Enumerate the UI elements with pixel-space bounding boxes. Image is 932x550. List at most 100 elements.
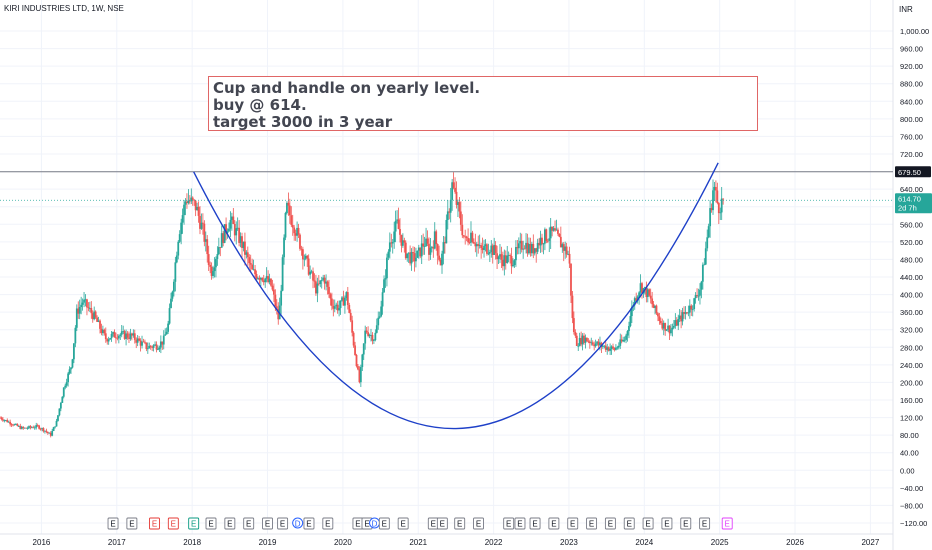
bar-countdown-text: 2d 7h [898,203,917,212]
candle-body [264,278,267,283]
candle-body [546,240,549,242]
earnings-marker[interactable] [243,517,255,530]
candle-body [297,227,300,235]
candle-body [262,280,265,283]
candle-body [207,254,210,266]
earnings-marker[interactable] [397,517,409,530]
candle-body [487,253,490,255]
candle-body [149,345,152,347]
earnings-marker[interactable] [623,517,635,530]
earnings-marker[interactable] [205,517,217,530]
earnings-marker[interactable] [303,517,315,530]
candle-body [419,247,422,257]
candle-body [251,264,254,270]
candle-body [558,233,561,237]
earnings-marker[interactable] [126,517,138,530]
candle-body [258,278,261,280]
candle-body [500,254,503,260]
candle-body [91,313,94,320]
candle-body [593,344,596,347]
candle-body [183,204,185,216]
cup-curve[interactable] [193,162,719,430]
candle-body [161,341,164,345]
candle-body [557,229,559,234]
annotation-note-box[interactable]: Cup and handle on yearly level. buy @ 61… [208,76,758,131]
earnings-marker[interactable] [699,517,711,530]
candle-body [220,233,223,248]
earnings-marker[interactable] [473,517,484,530]
candle-body [570,263,572,296]
event-marker-label: E [457,520,462,529]
candle-body [394,220,397,232]
y-tick-label: 760.00 [900,132,923,141]
earnings-marker[interactable] [107,517,119,530]
candle-body [597,341,600,346]
earnings-marker[interactable] [503,517,515,530]
candle-body [691,308,694,310]
candle-body [406,253,409,259]
candle-body [206,239,209,255]
candle-body [422,243,425,247]
earnings-marker[interactable] [586,517,598,530]
candle-body [403,240,406,243]
candle-body [536,242,539,252]
earnings-marker[interactable] [436,517,448,530]
y-tick-label: 520.00 [900,238,923,247]
y-tick-label: −40.00 [900,484,923,493]
candle-body [200,222,203,229]
dividend-marker[interactable] [292,517,304,529]
candle-body [664,322,667,331]
candle-body [178,234,181,242]
earnings-marker[interactable] [262,517,273,530]
candle-body [209,265,212,267]
candle-body [562,244,565,251]
candle-body [361,354,364,368]
candle-body [339,300,342,309]
candle-body [168,308,171,324]
candle-body [503,255,506,267]
candle-body [387,251,390,258]
earnings-marker[interactable] [149,517,160,530]
candle-body [652,304,655,308]
candle-body [1,419,4,421]
earnings-marker[interactable] [514,517,526,530]
candle-body [52,427,55,431]
candle-body [261,277,264,281]
candle-body [29,426,32,428]
candle-body [703,264,706,266]
earnings-marker[interactable] [721,517,733,530]
candle-body [584,337,587,343]
earnings-marker[interactable] [322,517,334,530]
earnings-marker[interactable] [567,517,579,530]
candle-body [542,243,545,245]
earnings-marker[interactable] [378,517,390,530]
candle-body [390,242,393,244]
candle-body [67,373,70,383]
earnings-marker[interactable] [277,517,289,530]
candle-body [470,232,472,243]
candle-body [122,331,125,332]
candle-body [162,335,165,345]
candle-body [46,431,49,434]
y-tick-label: −80.00 [900,501,923,510]
y-tick-label: −120.00 [900,519,927,528]
candle-body [375,325,378,333]
earnings-marker[interactable] [661,517,673,530]
candle-body [312,271,314,281]
candle-body [267,276,270,283]
candle-body [641,283,643,294]
earnings-marker[interactable] [680,517,692,530]
earnings-marker[interactable] [604,517,616,530]
earnings-marker[interactable] [454,517,466,530]
earnings-marker[interactable] [548,517,560,530]
candle-body [233,223,236,236]
candle-body [523,248,526,250]
earnings-marker[interactable] [167,517,179,530]
earnings-marker[interactable] [224,517,236,530]
candle-body [212,271,214,276]
earnings-marker[interactable] [188,517,200,530]
candle-body [139,340,142,346]
earnings-marker[interactable] [529,517,541,530]
candle-body [383,279,385,293]
earnings-marker[interactable] [642,517,654,530]
